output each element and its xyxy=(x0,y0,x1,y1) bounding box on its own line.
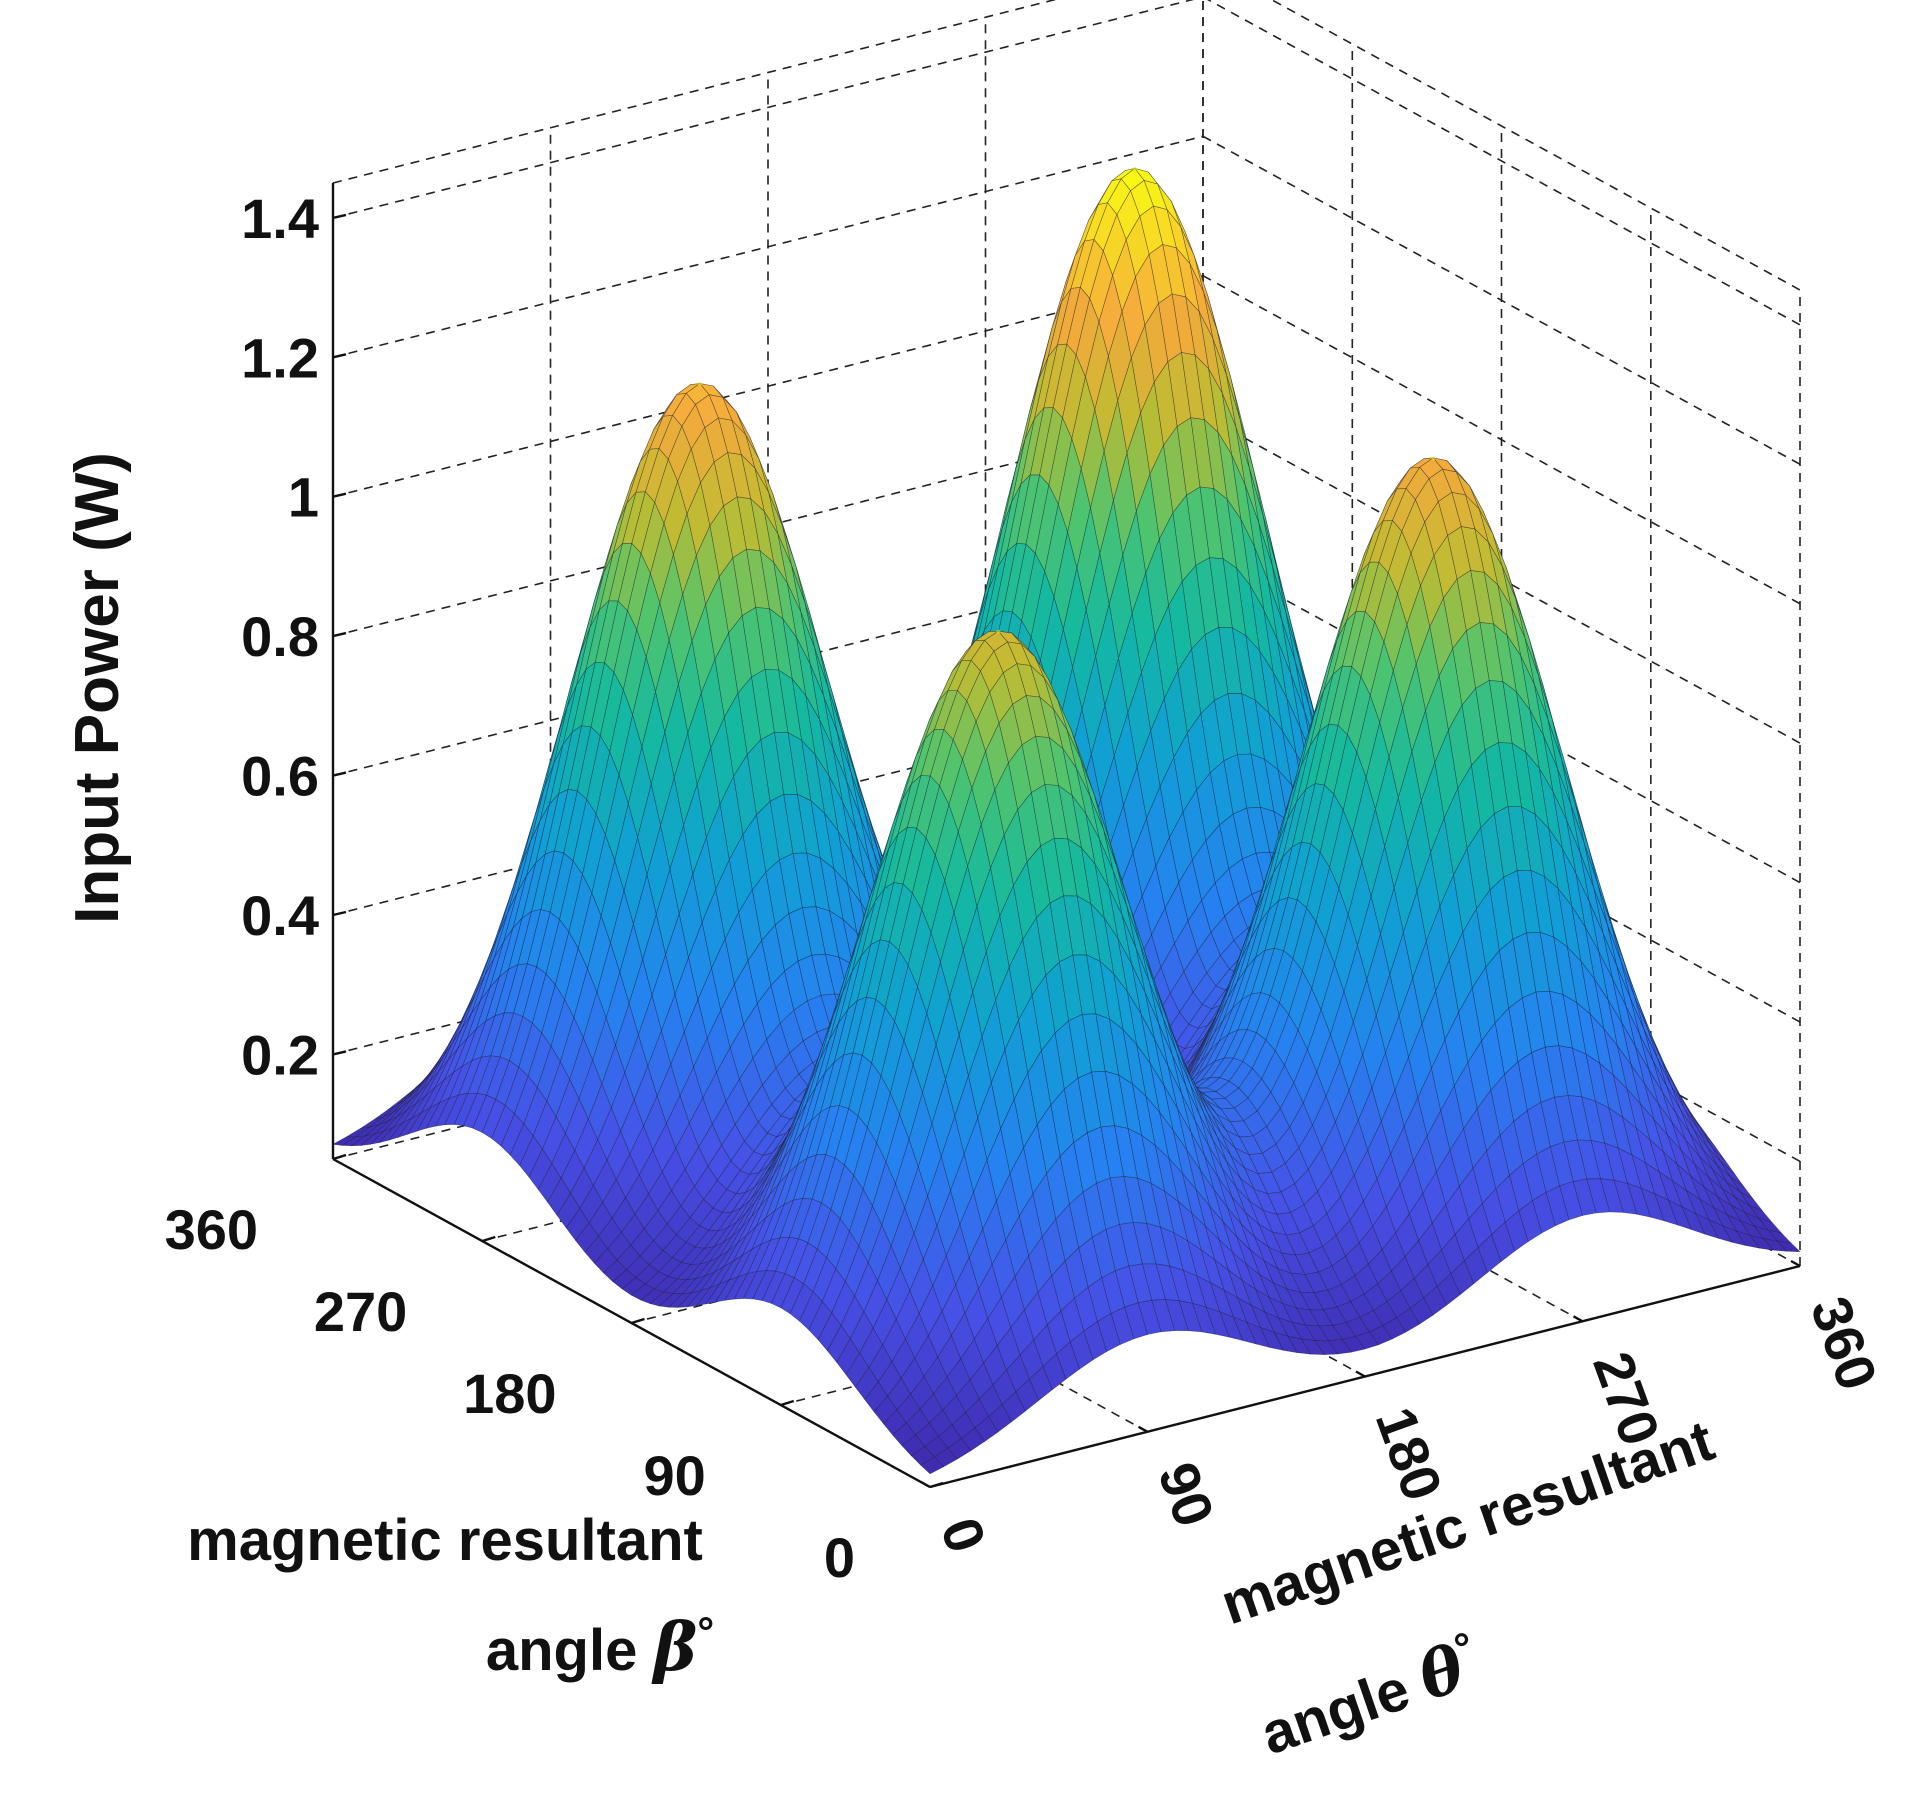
surface-patch xyxy=(920,1456,945,1475)
x-axis-label-prefix: angle xyxy=(1253,1651,1433,1767)
z-tick-6 xyxy=(332,213,347,220)
x-axis-label-line2: angle θ° xyxy=(1250,1622,1490,1770)
y-axis-label-line2: angle β° xyxy=(486,1608,714,1686)
x-tick-label: 90 xyxy=(1146,1454,1227,1534)
surface-layer xyxy=(332,167,1801,1475)
peak-back xyxy=(1132,167,1137,171)
x-tick-1 xyxy=(1137,1425,1149,1433)
y-axis-label-prefix: angle xyxy=(486,1618,654,1683)
grid-line-right-z-6 xyxy=(1206,0,1801,326)
x-axis-label-line1: magnetic resultant xyxy=(1213,1408,1722,1637)
peak-left xyxy=(697,382,702,386)
peak-markers xyxy=(697,167,1436,634)
z-tick-2 xyxy=(332,771,347,777)
z-tick-label: 0.8 xyxy=(241,605,319,668)
x-tick-label: 0 xyxy=(929,1510,999,1561)
grid-line-back-z-6 xyxy=(332,0,1195,219)
y-tick-label: 270 xyxy=(314,1280,407,1343)
y-tick-1 xyxy=(780,1399,795,1407)
x-tick-2 xyxy=(1355,1370,1366,1378)
y-tick-2 xyxy=(631,1317,645,1325)
z-tick-4 xyxy=(332,492,347,498)
z-tick-label: 1.2 xyxy=(241,326,319,389)
peak-front xyxy=(996,629,1001,634)
y-axis-label-line1: magnetic resultant xyxy=(187,1508,703,1573)
x-tick-label: 180 xyxy=(1364,1399,1455,1508)
grid-top-edge-right xyxy=(1270,0,1801,291)
peak-right xyxy=(1431,456,1436,461)
axis-layer xyxy=(331,183,1801,1489)
beta-symbol: β xyxy=(650,1608,697,1686)
z-tick-label: 0.4 xyxy=(241,884,319,947)
z-tick-label: 0.2 xyxy=(241,1023,319,1086)
y-tick-label: 360 xyxy=(165,1198,258,1261)
y-tick-label: 0 xyxy=(824,1526,855,1589)
y-tick-label: 180 xyxy=(463,1362,556,1425)
x-tick-0 xyxy=(920,1480,931,1489)
y-tick-4 xyxy=(332,1153,347,1161)
grid-top-edge-back xyxy=(332,0,1057,184)
y-tick-label: 90 xyxy=(644,1444,706,1507)
x-tick-label: 360 xyxy=(1799,1289,1890,1398)
y-degree-symbol: ° xyxy=(697,1608,714,1655)
y-tick-0 xyxy=(929,1481,944,1489)
z-tick-label: 1 xyxy=(288,466,319,529)
x-tick-3 xyxy=(1572,1315,1584,1323)
z-tick-0 xyxy=(332,1050,347,1056)
x-tick-4 xyxy=(1790,1259,1801,1268)
z-tick-label: 0.6 xyxy=(241,745,319,808)
z-tick-label: 1.4 xyxy=(241,187,319,250)
y-tick-3 xyxy=(481,1235,496,1243)
z-tick-5 xyxy=(332,353,347,359)
z-tick-3 xyxy=(332,631,347,638)
z-axis-label: Input Power (W) xyxy=(63,452,132,924)
z-tick-1 xyxy=(332,910,347,917)
